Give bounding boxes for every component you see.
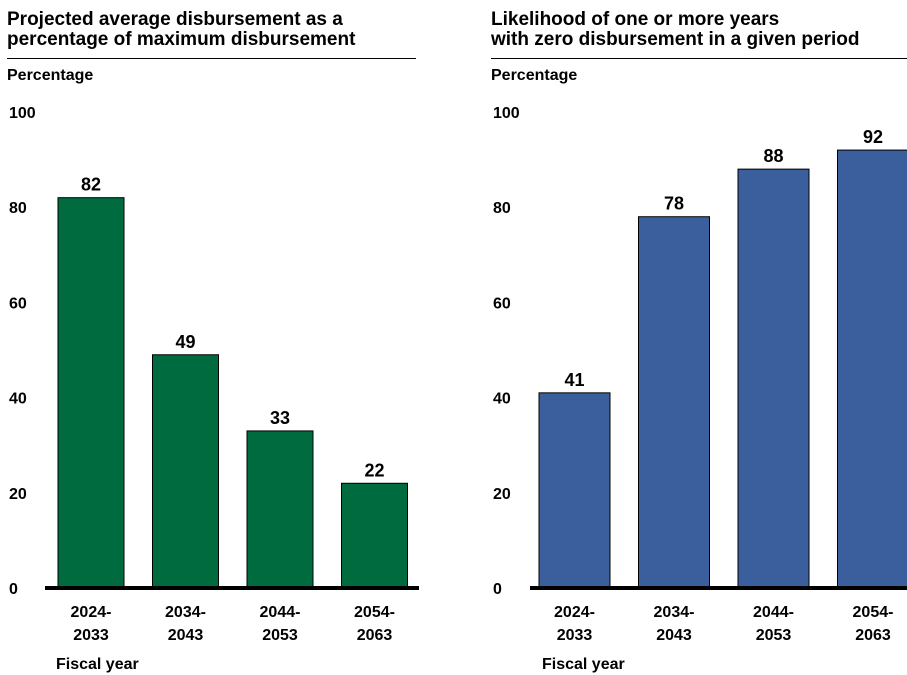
chart-right-data-label: 92 (863, 127, 883, 147)
chart-left-bar (57, 197, 125, 589)
chart-right-bar (737, 168, 810, 589)
chart-left-y-tick-label: 0 (9, 581, 18, 598)
chart-right-x-tick-label: 2043 (656, 627, 692, 644)
chart-left-x-axis-label: Fiscal year (56, 656, 139, 673)
chart-left-data-label: 49 (175, 332, 195, 352)
chart-right-x-tick-label: 2044- (753, 604, 794, 621)
chart-left-plot: 0 20 40 60 80 100 82 2024- 2033 49 2034- 2043 33 2044… (9, 105, 419, 644)
chart-left-y-tick-label: 60 (9, 295, 27, 312)
chart-left-y-tick-label: 80 (9, 200, 27, 217)
chart-right-plot: 0 20 40 60 80 100 41 2024- 2033 78 2034- 2043 88 2044… (493, 105, 907, 644)
chart-left-title: Projected average disbursement as a perc… (7, 10, 355, 50)
chart-right-bar (638, 216, 710, 589)
chart-right-title: Likelihood of one or more years with zer… (491, 10, 859, 50)
chart-left-x-tick-label: 2053 (262, 627, 298, 644)
chart-right-y-tick-label: 0 (493, 581, 502, 598)
chart-left-y-tick-label: 20 (9, 486, 27, 503)
chart-left-title-line-2: percentage of maximum disbursement (7, 29, 356, 50)
chart-right-data-label: 88 (763, 146, 783, 166)
chart-right-data-label: 41 (564, 370, 584, 390)
chart-left-x-tick-label: 2034- (165, 604, 206, 621)
chart-left-bar (246, 430, 314, 589)
chart-left-title-line-1: Projected average disbursement as a (7, 9, 343, 30)
chart-right-title-rule (491, 58, 907, 59)
chart-right-x-tick-label: 2054- (853, 604, 894, 621)
chart-left-data-label: 22 (364, 460, 384, 480)
chart-right-y-tick-label: 80 (493, 200, 511, 217)
chart-right-bar (837, 149, 907, 589)
chart-right-y-tick-label: 60 (493, 295, 511, 312)
chart-right-y-tick-label: 40 (493, 391, 511, 408)
chart-right-y-tick-label: 20 (493, 486, 511, 503)
chart-right-y-axis-label: Percentage (491, 67, 578, 84)
chart-right-bar (538, 392, 611, 589)
chart-left-bar (341, 482, 408, 589)
chart-right: Likelihood of one or more years with zer… (450, 0, 907, 675)
chart-right-x-tick-label: 2033 (557, 627, 593, 644)
chart-right-y-tick-label: 100 (493, 105, 520, 122)
chart-left-x-tick-label: 2044- (260, 604, 301, 621)
chart-left-x-tick-label: 2033 (73, 627, 109, 644)
chart-left: Projected average disbursement as a perc… (0, 0, 450, 675)
chart-right-x-tick-label: 2034- (654, 604, 695, 621)
chart-left-x-tick-label: 2024- (71, 604, 112, 621)
chart-right-x-tick-label: 2063 (855, 627, 891, 644)
chart-right-data-label: 78 (664, 194, 684, 214)
chart-right-x-axis-label: Fiscal year (542, 656, 625, 673)
chart-left-bar (152, 354, 219, 589)
chart-right-x-tick-label: 2024- (554, 604, 595, 621)
chart-left-y-tick-label: 100 (9, 105, 36, 122)
chart-left-title-rule (7, 58, 416, 59)
chart-left-x-tick-label: 2054- (354, 604, 395, 621)
chart-right-x-tick-label: 2053 (756, 627, 792, 644)
chart-left-data-label: 82 (81, 175, 101, 195)
chart-left-x-tick-label: 2043 (168, 627, 204, 644)
chart-left-y-tick-label: 40 (9, 391, 27, 408)
chart-left-x-tick-label: 2063 (357, 627, 393, 644)
chart-right-title-line-1: Likelihood of one or more years (491, 9, 780, 30)
chart-right-title-line-2: with zero disbursement in a given period (491, 29, 860, 50)
chart-left-data-label: 33 (270, 408, 290, 428)
chart-left-y-axis-label: Percentage (7, 67, 94, 84)
